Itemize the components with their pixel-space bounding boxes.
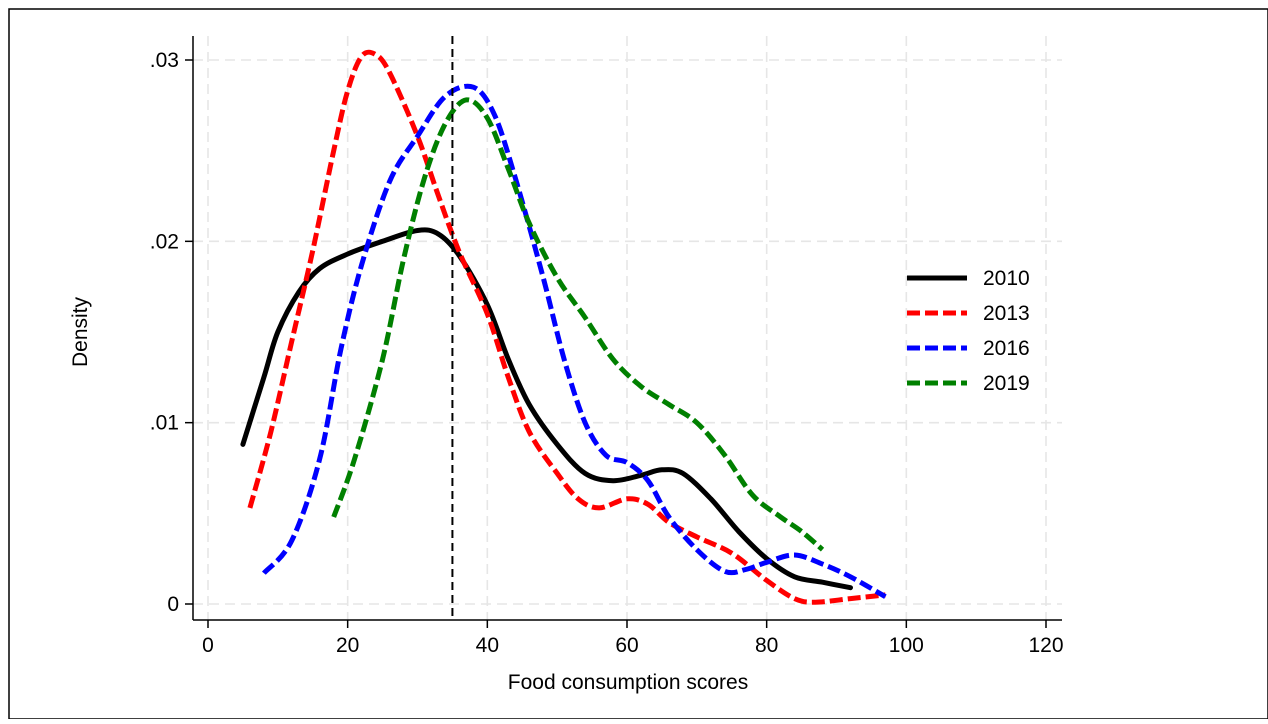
y-tick-label: .01 <box>150 412 179 435</box>
axes <box>185 36 1062 628</box>
x-tick-label: 100 <box>889 634 924 657</box>
x-tick-label: 0 <box>202 634 214 657</box>
grid <box>193 36 1062 620</box>
x-tick-label: 60 <box>615 634 638 657</box>
tick-labels: 0 20 40 60 80 100 120 0 .01 .02 .03 <box>150 49 1064 657</box>
legend-label-2013: 2013 <box>983 302 1030 325</box>
series-line-2016 <box>261 83 887 599</box>
y-tick-label: .03 <box>150 49 179 72</box>
legend-label-2019: 2019 <box>983 372 1030 395</box>
y-axis-label: Density <box>69 296 92 367</box>
legend: 2010 2013 2016 2019 <box>907 267 1030 395</box>
series-line-2010 <box>240 227 853 591</box>
y-tick-label: 0 <box>167 593 179 616</box>
x-axis-label: Food consumption scores <box>508 671 748 694</box>
y-tick-label: .02 <box>150 230 179 253</box>
x-tick-label: 20 <box>336 634 359 657</box>
legend-label-2016: 2016 <box>983 337 1030 360</box>
series-line-2019 <box>331 97 825 552</box>
x-tick-label: 40 <box>476 634 499 657</box>
x-tick-label: 80 <box>755 634 778 657</box>
legend-label-2010: 2010 <box>983 267 1030 290</box>
x-tick-label: 120 <box>1028 634 1063 657</box>
series-lines <box>240 49 887 605</box>
series-line-2013 <box>247 49 886 605</box>
